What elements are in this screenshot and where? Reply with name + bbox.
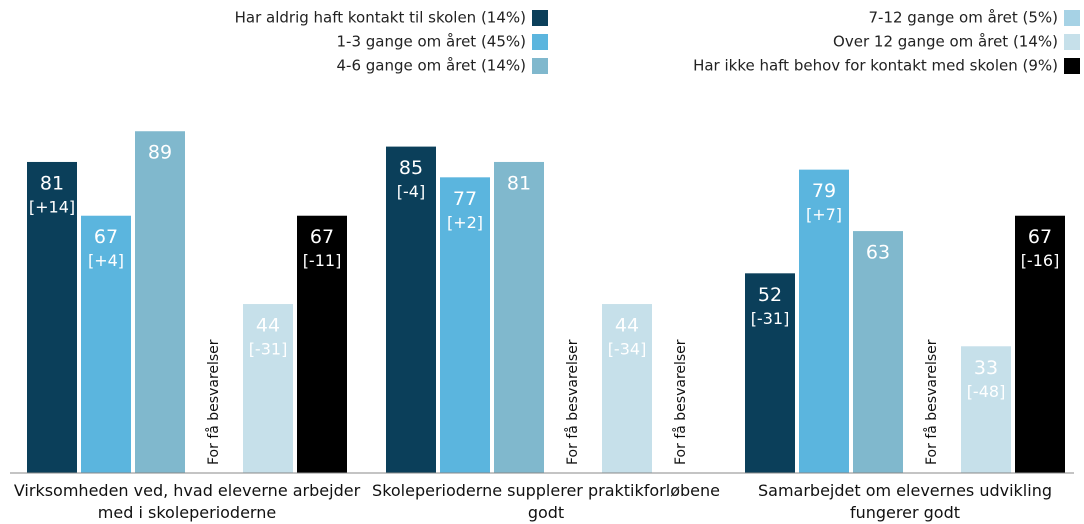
legend-label: Har aldrig haft kontakt til skolen (14%)	[235, 9, 526, 27]
change-label: [-34]	[608, 340, 647, 359]
bar	[494, 161, 544, 473]
bar	[799, 169, 849, 473]
change-label: [-48]	[967, 382, 1006, 401]
bar	[745, 273, 795, 473]
legend-swatch	[1064, 58, 1080, 74]
bar	[297, 215, 347, 473]
x-tick-label: Skoleperioderne supplerer praktikforløbe…	[372, 481, 720, 522]
bar	[243, 304, 293, 473]
value-label: 44	[615, 315, 639, 337]
no-data-label: For få besvarelser	[923, 339, 940, 465]
value-label: 67	[94, 226, 118, 248]
no-data-label: For få besvarelser	[205, 339, 222, 465]
legend-label: 1-3 gange om året (45%)	[336, 33, 526, 51]
value-label: 79	[812, 180, 836, 202]
value-label: 85	[399, 157, 423, 179]
no-data-label: For få besvarelser	[672, 339, 689, 465]
legend-label: Over 12 gange om året (14%)	[833, 33, 1058, 51]
value-label: 77	[453, 188, 477, 210]
bar	[27, 161, 77, 473]
x-tick-label: Samarbejdet om elevernes udvikling funge…	[757, 481, 1052, 522]
legend-label: 4-6 gange om året (14%)	[336, 57, 526, 75]
legend-label: 7-12 gange om året (5%)	[868, 9, 1058, 27]
change-label: [-16]	[1021, 251, 1060, 270]
change-label: [-31]	[249, 340, 288, 359]
value-label: 52	[758, 284, 782, 306]
no-data-label: For få besvarelser	[564, 339, 581, 465]
value-label: 89	[148, 142, 172, 164]
change-label: [+7]	[806, 205, 842, 224]
legend-label: Har ikke haft behov for kontakt med skol…	[693, 57, 1058, 75]
bar	[81, 215, 131, 473]
bar	[135, 131, 185, 474]
change-label: [+4]	[88, 251, 124, 270]
value-label: 81	[507, 172, 531, 194]
legend-swatch	[532, 10, 548, 26]
change-label: [+2]	[447, 213, 483, 232]
change-label: [-31]	[751, 309, 790, 328]
x-tick-label: Virksomheden ved, hvad eleverne arbejder…	[13, 481, 361, 522]
change-label: [-11]	[303, 251, 342, 270]
value-label: 67	[1028, 226, 1052, 248]
legend-swatch	[1064, 34, 1080, 50]
bar	[961, 346, 1011, 473]
bar	[440, 177, 490, 473]
change-label: [-4]	[397, 182, 425, 201]
change-label: [+14]	[29, 197, 75, 216]
bar	[386, 146, 436, 473]
value-label: 44	[256, 315, 280, 337]
bar	[602, 304, 652, 473]
legend-swatch	[532, 58, 548, 74]
value-label: 63	[866, 242, 890, 264]
value-label: 81	[40, 172, 64, 194]
bar	[1015, 215, 1065, 473]
value-label: 67	[310, 226, 334, 248]
legend-swatch	[1064, 10, 1080, 26]
legend-swatch	[532, 34, 548, 50]
value-label: 33	[974, 357, 998, 379]
bar	[853, 231, 903, 473]
